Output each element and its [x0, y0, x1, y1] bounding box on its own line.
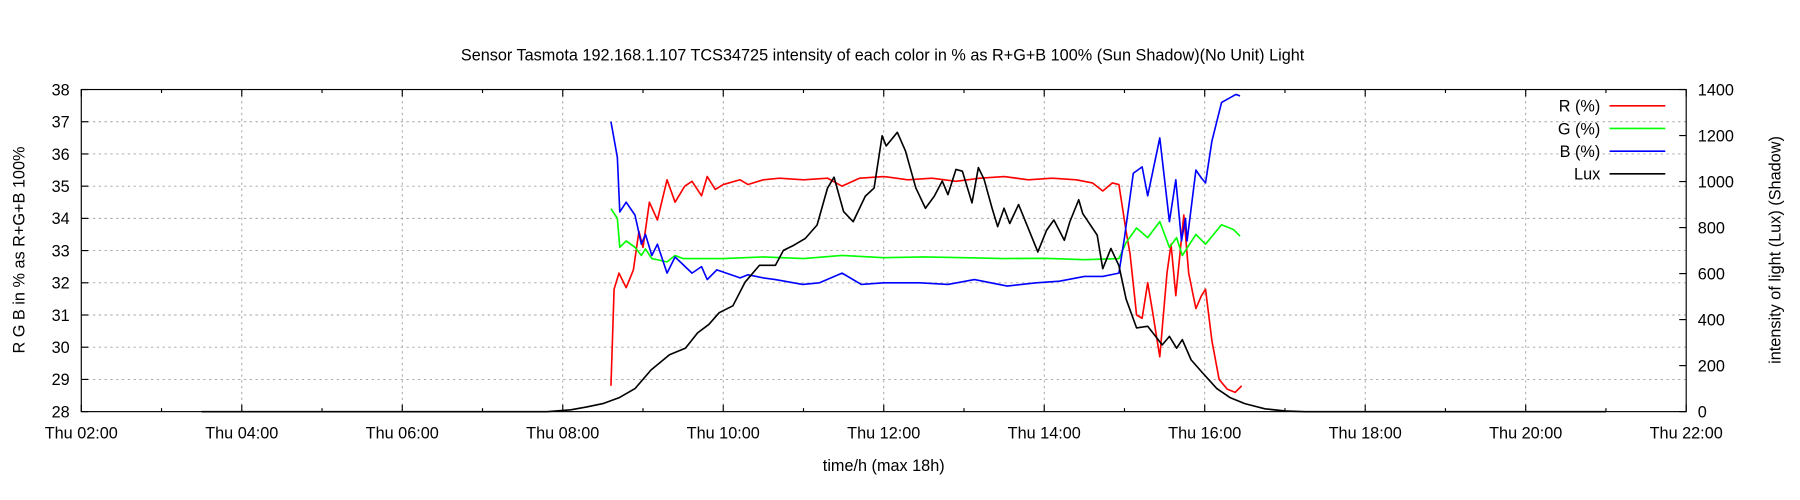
y-tick-label: 33 [52, 242, 70, 260]
y2-tick-label: 1200 [1698, 127, 1734, 145]
y2-axis-label: intensity of light (Lux) (Shadow) [1766, 136, 1784, 364]
y-tick-label: 35 [52, 178, 70, 196]
x-tick-label: Thu 08:00 [526, 424, 599, 442]
series-line-lux [201, 131, 1606, 413]
y-tick-label: 30 [52, 339, 70, 357]
legend: R (%) G (%) B (%) Lux [1558, 98, 1666, 184]
legend-label: R (%) [1559, 98, 1601, 116]
chart-title: Sensor Tasmota 192.168.1.107 TCS34725 in… [461, 46, 1305, 64]
y-tick-label: 36 [52, 146, 70, 164]
legend-label: Lux [1574, 166, 1600, 184]
x-tick-label: Thu 16:00 [1168, 424, 1241, 442]
x-tick-label: Thu 04:00 [205, 424, 278, 442]
y-axis-label: R G B in % as R+G+B 100% [10, 147, 28, 354]
legend-label: B (%) [1560, 143, 1601, 161]
y-tick-label: 31 [52, 307, 70, 325]
x-tick-label: Thu 20:00 [1489, 424, 1562, 442]
x-tick-label: Thu 14:00 [1008, 424, 1081, 442]
y-tick-label: 29 [52, 371, 70, 389]
series-line-g [610, 208, 1241, 263]
y-tick-label: 37 [52, 114, 70, 132]
grid [81, 89, 1687, 412]
y2-tick-label: 200 [1698, 357, 1725, 375]
legend-label: G (%) [1558, 120, 1600, 138]
x-tick-label: Thu 12:00 [847, 424, 920, 442]
y2-tick-label: 400 [1698, 311, 1725, 329]
y2-tick-label: 600 [1698, 265, 1725, 283]
x-axis-label: time/h (max 18h) [823, 457, 945, 475]
y-tick-label: 38 [52, 81, 70, 99]
x-tick-label: Thu 22:00 [1650, 424, 1723, 442]
y2-tick-label: 800 [1698, 219, 1725, 237]
series-lines [201, 93, 1606, 413]
y2-tick-label: 1000 [1698, 173, 1734, 191]
y2-tick-label: 0 [1698, 403, 1707, 421]
x-tick-label: Thu 10:00 [687, 424, 760, 442]
y2-tick-label: 1400 [1698, 81, 1734, 99]
axis-ticks: Thu 02:00 Thu 04:00 Thu 06:00 Thu 08:00 Thu … [45, 81, 1734, 442]
y-tick-label: 28 [52, 403, 70, 421]
y-tick-label: 34 [52, 210, 70, 228]
y-tick-label: 32 [52, 275, 70, 293]
series-line-r [610, 175, 1243, 394]
x-tick-label: Thu 18:00 [1329, 424, 1402, 442]
x-tick-label: Thu 02:00 [45, 424, 118, 442]
x-tick-label: Thu 06:00 [366, 424, 439, 442]
series-line-b [610, 93, 1241, 287]
